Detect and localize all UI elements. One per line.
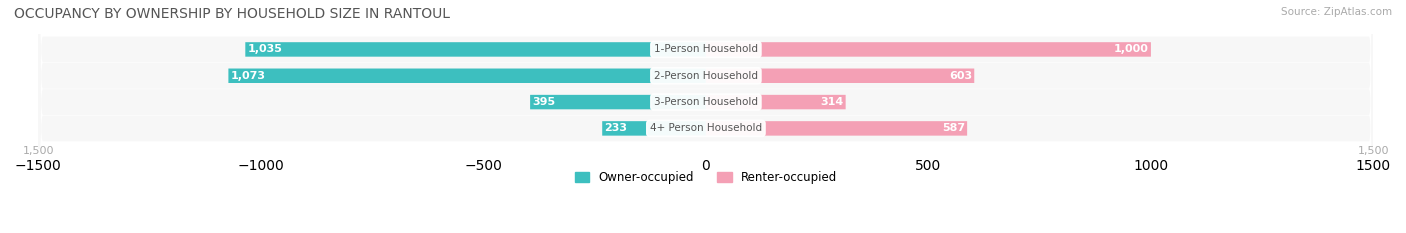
FancyBboxPatch shape: [602, 121, 706, 136]
Text: 1,035: 1,035: [247, 45, 283, 55]
Text: 1,500: 1,500: [1358, 146, 1389, 155]
FancyBboxPatch shape: [38, 0, 1374, 233]
FancyBboxPatch shape: [706, 69, 974, 83]
Text: 1,500: 1,500: [22, 146, 53, 155]
FancyBboxPatch shape: [706, 95, 845, 109]
FancyBboxPatch shape: [706, 42, 1152, 57]
FancyBboxPatch shape: [530, 95, 706, 109]
FancyBboxPatch shape: [38, 0, 1374, 233]
FancyBboxPatch shape: [38, 0, 1374, 233]
Text: 314: 314: [820, 97, 844, 107]
Text: 587: 587: [942, 123, 965, 134]
Text: 603: 603: [949, 71, 972, 81]
Text: Source: ZipAtlas.com: Source: ZipAtlas.com: [1281, 7, 1392, 17]
Text: 233: 233: [605, 123, 627, 134]
Text: OCCUPANCY BY OWNERSHIP BY HOUSEHOLD SIZE IN RANTOUL: OCCUPANCY BY OWNERSHIP BY HOUSEHOLD SIZE…: [14, 7, 450, 21]
Text: 2-Person Household: 2-Person Household: [654, 71, 758, 81]
Legend: Owner-occupied, Renter-occupied: Owner-occupied, Renter-occupied: [575, 171, 837, 184]
FancyBboxPatch shape: [228, 69, 706, 83]
Text: 395: 395: [533, 97, 555, 107]
FancyBboxPatch shape: [38, 0, 1374, 233]
Text: 1,073: 1,073: [231, 71, 266, 81]
Text: 3-Person Household: 3-Person Household: [654, 97, 758, 107]
FancyBboxPatch shape: [706, 121, 967, 136]
Text: 4+ Person Household: 4+ Person Household: [650, 123, 762, 134]
Text: 1,000: 1,000: [1114, 45, 1149, 55]
Text: 1-Person Household: 1-Person Household: [654, 45, 758, 55]
FancyBboxPatch shape: [245, 42, 706, 57]
